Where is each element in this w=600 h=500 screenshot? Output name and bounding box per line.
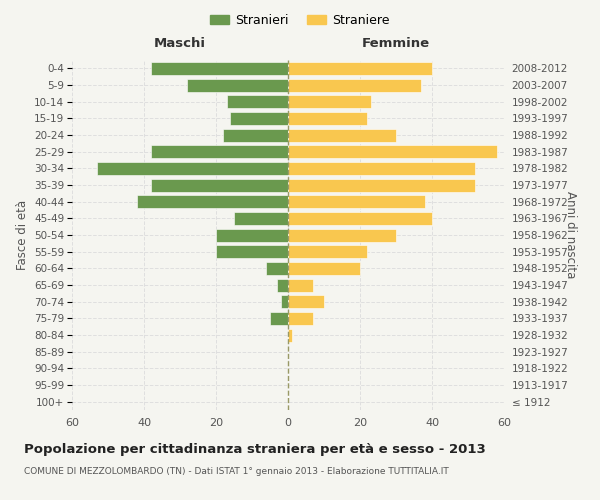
Bar	[288, 245, 367, 258]
Bar	[151, 145, 288, 158]
Bar	[288, 78, 421, 92]
Bar	[266, 262, 288, 275]
Bar	[230, 112, 288, 125]
Bar	[288, 212, 432, 225]
Bar	[288, 262, 360, 275]
Bar	[288, 228, 396, 241]
Bar	[288, 195, 425, 208]
Bar	[288, 295, 324, 308]
Bar	[288, 95, 371, 108]
Bar	[288, 328, 292, 342]
Legend: Stranieri, Straniere: Stranieri, Straniere	[205, 8, 395, 32]
Y-axis label: Fasce di età: Fasce di età	[16, 200, 29, 270]
Text: COMUNE DI MEZZOLOMBARDO (TN) - Dati ISTAT 1° gennaio 2013 - Elaborazione TUTTITA: COMUNE DI MEZZOLOMBARDO (TN) - Dati ISTA…	[24, 468, 449, 476]
Bar	[288, 178, 475, 192]
Bar	[270, 312, 288, 325]
Bar	[288, 128, 396, 141]
Bar	[288, 62, 432, 75]
Y-axis label: Anni di nascita: Anni di nascita	[564, 192, 577, 278]
Bar	[216, 228, 288, 241]
Bar	[234, 212, 288, 225]
Bar	[216, 245, 288, 258]
Bar	[288, 112, 367, 125]
Bar	[97, 162, 288, 175]
Bar	[281, 295, 288, 308]
Bar	[137, 195, 288, 208]
Bar	[288, 278, 313, 291]
Text: Maschi: Maschi	[154, 37, 206, 50]
Bar	[288, 312, 313, 325]
Bar	[277, 278, 288, 291]
Bar	[223, 128, 288, 141]
Bar	[187, 78, 288, 92]
Text: Popolazione per cittadinanza straniera per età e sesso - 2013: Popolazione per cittadinanza straniera p…	[24, 442, 486, 456]
Bar	[151, 62, 288, 75]
Text: Femmine: Femmine	[362, 37, 430, 50]
Bar	[227, 95, 288, 108]
Bar	[288, 145, 497, 158]
Bar	[288, 162, 475, 175]
Bar	[151, 178, 288, 192]
